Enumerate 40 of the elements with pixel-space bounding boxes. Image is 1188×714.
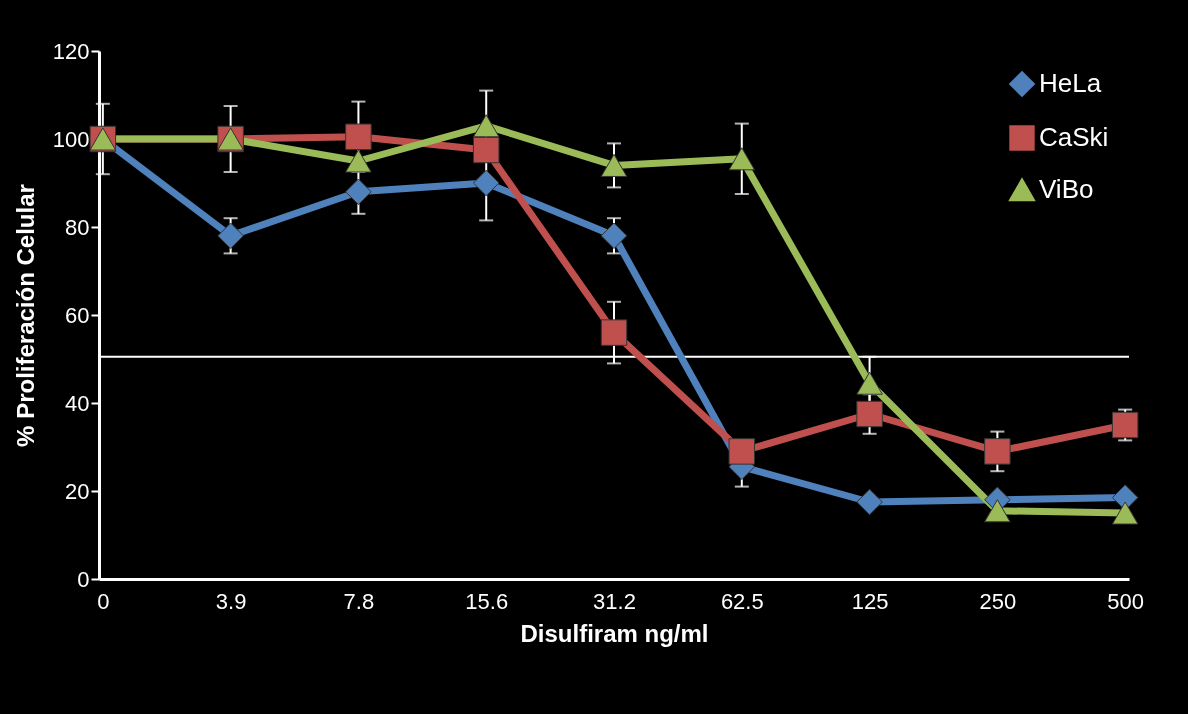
y-tick-label: 20 — [65, 478, 90, 504]
point — [600, 222, 628, 250]
x-tick-label: 125 — [851, 588, 889, 614]
x-tick-label: 62.5 — [720, 588, 764, 614]
y-tick-label: 80 — [65, 214, 90, 240]
y-tick-label: 60 — [65, 302, 90, 328]
point — [984, 438, 1011, 465]
y-tick-label: 120 — [52, 38, 90, 64]
point — [217, 222, 244, 250]
point — [728, 147, 756, 171]
y-axis-title: % Proliferación Celular — [11, 184, 39, 447]
x-axis-title: Disulfiram ng/ml — [520, 619, 709, 647]
x-tick-label: 7.8 — [343, 588, 375, 614]
point — [472, 136, 500, 164]
point — [728, 438, 756, 465]
point — [472, 169, 500, 197]
y-tick-label: 100 — [52, 126, 90, 152]
point — [984, 499, 1011, 523]
point — [1111, 411, 1139, 439]
point — [600, 153, 628, 177]
x-tick-label: 500 — [1107, 588, 1145, 614]
point — [856, 400, 883, 428]
x-tick-label: 31.2 — [593, 588, 636, 614]
x-tick-label: 0 — [97, 588, 110, 614]
y-tick-label: 40 — [65, 390, 90, 416]
point — [600, 319, 628, 346]
legend-label: ViBo — [1039, 174, 1094, 204]
point — [345, 178, 372, 206]
point — [1111, 501, 1139, 525]
x-tick-label: 15.6 — [465, 588, 509, 614]
point — [345, 123, 372, 151]
point — [345, 149, 372, 173]
legend-label: HeLa — [1039, 68, 1102, 98]
x-tick-label: 250 — [979, 588, 1017, 614]
x-tick-label: 3.9 — [215, 588, 247, 614]
legend-label: CaSki — [1039, 122, 1109, 152]
y-tick-label: 0 — [77, 566, 90, 592]
point — [472, 114, 500, 138]
point — [856, 488, 883, 516]
point — [856, 371, 883, 395]
